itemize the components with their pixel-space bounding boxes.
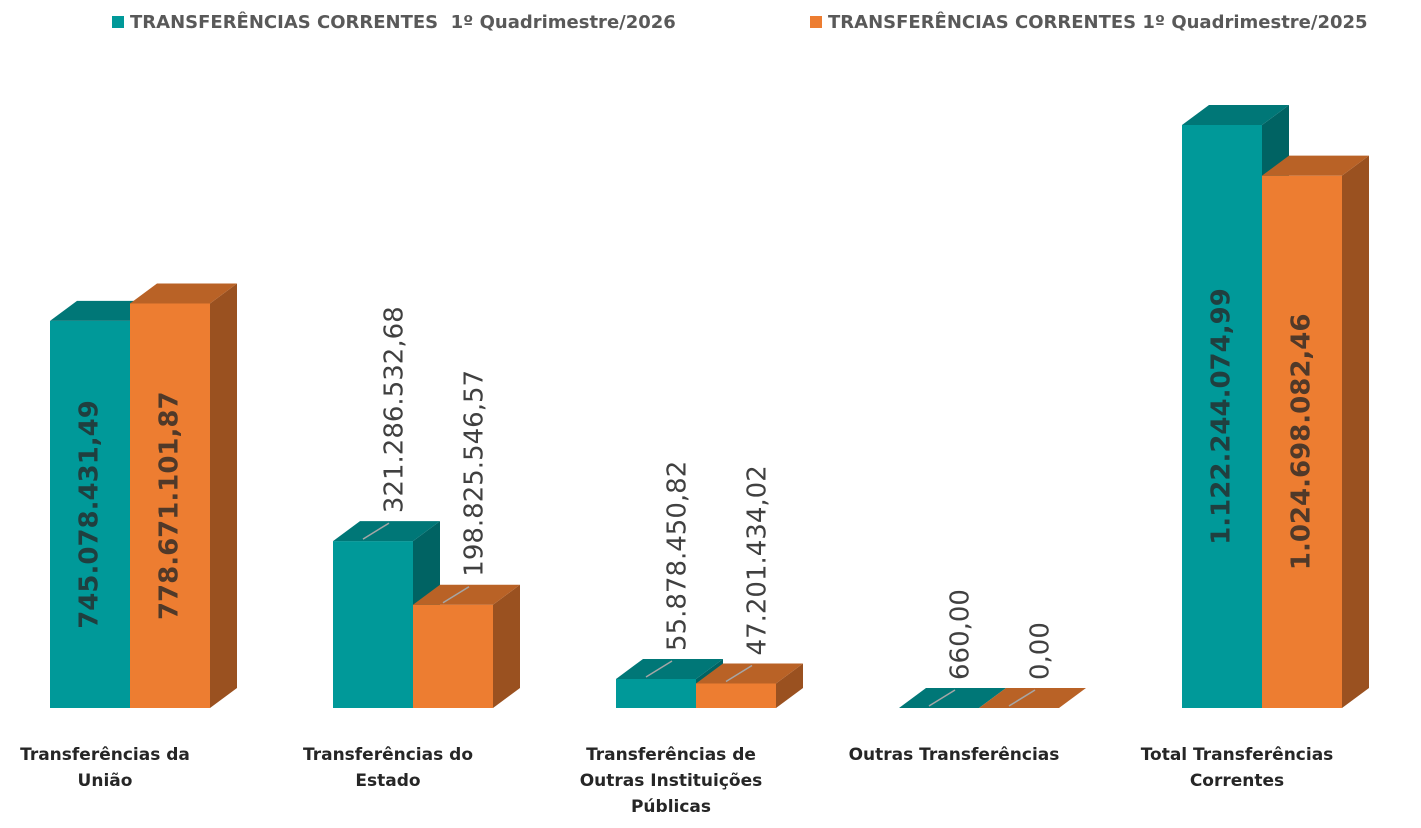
value-label: 55.878.450,82 [663,461,693,651]
bar-side [1342,155,1369,709]
bar-top [696,663,803,684]
legend-swatch [112,16,124,28]
bar-front [1262,175,1342,709]
bar-top [333,521,440,542]
bar [979,688,1086,708]
value-label: 1.122.244.074,99 [1207,288,1237,545]
bar-front [130,303,210,708]
bar-side [979,687,1006,708]
category-label: Transferências da União [20,745,190,791]
value-label: 1.024.698.082,46 [1287,314,1317,571]
bar-top [130,283,237,304]
bar-top [413,584,520,605]
value-label: 0,00 [1026,622,1056,680]
bar-front [50,320,130,708]
bar [1262,155,1369,709]
bar-top [616,658,723,679]
category-label: Outras Transferências [848,745,1060,765]
bar-side [210,283,237,708]
bar [899,687,1006,708]
leader-line [645,660,673,678]
bar-front [616,678,696,708]
bar-front [696,683,776,708]
value-label: 321.286.532,68 [380,306,410,513]
leader-line [725,664,753,683]
bar [413,584,520,708]
value-label: 47.201.434,02 [743,465,773,655]
category-label: Total Transferências Correntes [1140,745,1334,791]
value-label: 198.825.546,57 [460,370,490,577]
bar [130,283,237,708]
leader-line [362,522,390,540]
bar-top [1182,105,1289,125]
bar-side [776,663,803,708]
bar-side [493,584,520,708]
leader-line [442,586,470,604]
bar-top [1262,155,1369,176]
category-label: Transferências de Outras Instituições Pú… [579,745,763,817]
legend-label: TRANSFERÊNCIAS CORRENTES 1º Quadrimestre… [828,11,1368,33]
bar-front [333,541,413,708]
value-label: 660,00 [946,589,976,680]
bar-front [413,604,493,708]
legend-label: TRANSFERÊNCIAS CORRENTES 1º Quadrimestre… [130,11,676,33]
bar-top [979,688,1086,708]
bar-top [899,687,1006,708]
leader-line [928,689,956,707]
leader-line [1008,689,1036,707]
value-label: 745.078.431,49 [75,400,105,629]
bar [696,663,803,708]
bar-front [1182,125,1262,708]
category-label: Transferências do Estado [302,745,473,791]
legend-swatch [810,16,822,28]
value-label: 778.671.101,87 [155,391,185,620]
